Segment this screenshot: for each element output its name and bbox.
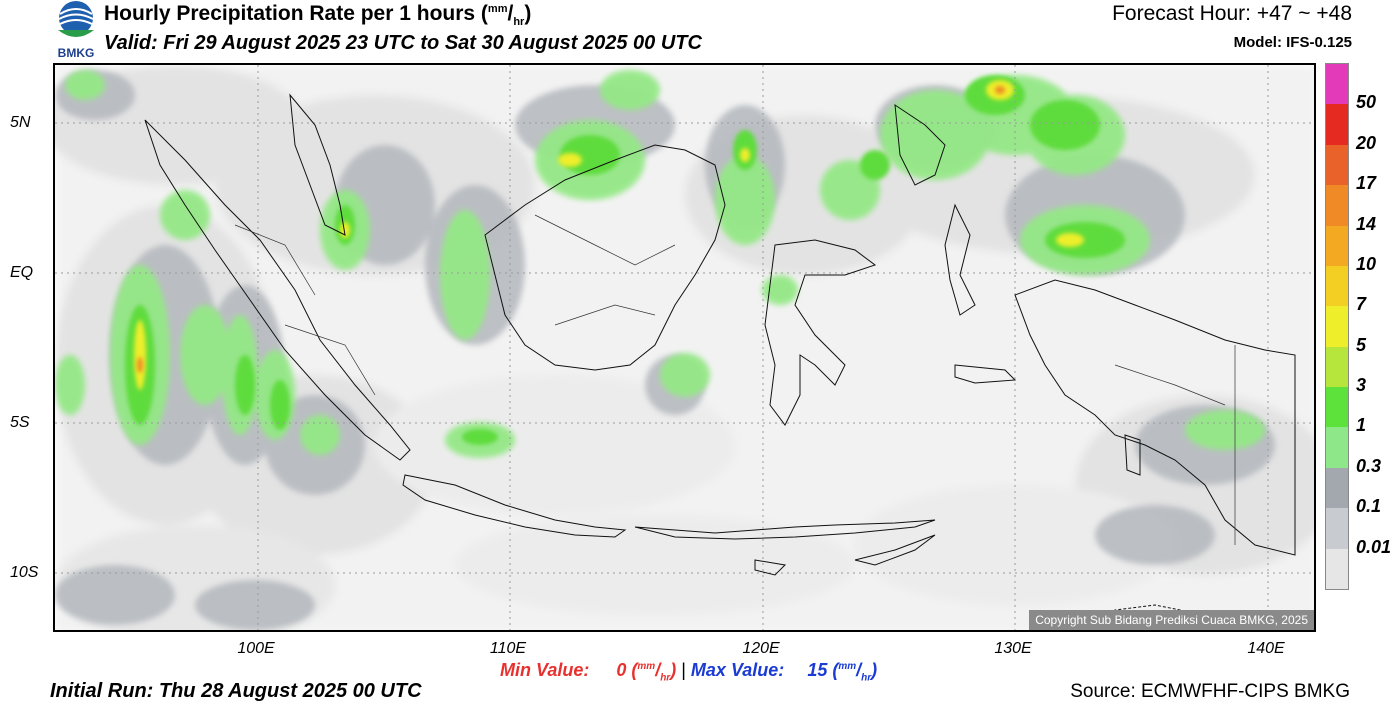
mindanao-coast [894, 103, 946, 186]
max-value: 15 [807, 660, 828, 680]
logo-text: BMKG [57, 46, 95, 60]
colorbar-segment [1326, 185, 1348, 227]
colorbar-segment [1326, 346, 1348, 388]
colorbar-segment [1326, 427, 1348, 469]
seram-coast [954, 364, 1017, 384]
colorbar-segment [1326, 104, 1348, 146]
forecast-hour: Forecast Hour: +47 ~ +48 [1112, 2, 1352, 25]
precipitation-map [53, 63, 1316, 632]
colorbar-segment [1326, 225, 1348, 267]
borneo-coast [484, 144, 726, 371]
colorbar-label: 0.3 [1356, 455, 1382, 476]
timor-coast [854, 534, 936, 566]
title-unit-num: mm [487, 3, 508, 15]
copyright-notice: Copyright Sub Bidang Prediksi Cuaca BMKG… [1029, 610, 1314, 630]
min-unit-den: hr [660, 672, 671, 684]
min-max-values: Min Value: 0 (mm/hr) | Max Value: 15 (mm… [500, 660, 878, 684]
title-unit-den: hr [513, 16, 525, 29]
orange-precip-layer [137, 86, 1005, 373]
lat-label-5s: 5S [10, 414, 30, 431]
colorbar-label: 14 [1356, 213, 1377, 234]
yellow-precip-layer [134, 80, 1084, 390]
colorbar-label: 3 [1356, 375, 1367, 396]
green-precip-layer [125, 75, 1125, 445]
province-borders [234, 214, 1236, 545]
colorbar-label: 5 [1356, 334, 1367, 355]
colorbar-segment [1326, 508, 1348, 550]
colorbar-label: 0.01 [1356, 536, 1392, 557]
java-coast [402, 474, 627, 538]
colorbar-segment [1326, 548, 1348, 590]
model-label: Model: IFS-0.125 [1233, 34, 1352, 51]
max-label: Max Value: [690, 660, 785, 680]
title-text: Hourly Precipitation Rate per 1 hours [104, 2, 476, 25]
colorbar-label: 50 [1356, 92, 1377, 113]
colorbar-label: 7 [1356, 294, 1367, 315]
lat-label-eq: EQ [10, 264, 34, 281]
bmkg-logo-icon [58, 1, 94, 37]
grid-lines [55, 65, 1314, 630]
separator: | [681, 660, 686, 680]
colorbar-label: 17 [1356, 173, 1377, 194]
lon-label-130e: 130E [994, 640, 1032, 657]
colorbar-segment [1326, 306, 1348, 348]
colorbar-segment [1326, 64, 1348, 105]
min-value: 0 [616, 660, 627, 680]
colorbar-segment [1326, 144, 1348, 186]
sumba-coast [754, 559, 787, 576]
malay-coast [289, 93, 346, 236]
sulawesi-coast [764, 239, 877, 426]
lon-label-110e: 110E [489, 640, 527, 657]
colorbar-label: 20 [1356, 132, 1377, 153]
data-source: Source: ECMWFHF-CIPS BMKG [1070, 681, 1350, 702]
colorbar-label: 10 [1356, 253, 1377, 274]
min-label: Min Value: [500, 660, 590, 680]
map-canvas [55, 65, 1314, 630]
max-unit-num: mm [838, 661, 857, 672]
colorbar-label: 1 [1356, 415, 1367, 436]
halmahera-coast [944, 203, 976, 316]
valid-period: Valid: Fri 29 August 2025 23 UTC to Sat … [104, 32, 702, 54]
sumatra-coast [144, 119, 411, 461]
lat-label-10s: 10S [10, 564, 39, 581]
coastlines [144, 93, 1296, 630]
max-unit-den: hr [861, 672, 872, 684]
colorbar-segment [1326, 265, 1348, 307]
papua-coast [1014, 279, 1296, 556]
colorbar [1325, 63, 1349, 590]
lon-label-100e: 100E [237, 640, 275, 657]
nusa-tenggara-coast [634, 519, 936, 540]
colorbar-segment [1326, 467, 1348, 509]
lon-label-140e: 140E [1247, 640, 1285, 657]
initial-run: Initial Run: Thu 28 August 2025 00 UTC [50, 680, 422, 702]
colorbar-segment [1326, 387, 1348, 428]
min-unit-num: mm [637, 661, 656, 672]
lon-label-120e: 120E [742, 640, 780, 657]
lat-label-5n: 5N [10, 114, 31, 131]
colorbar-label: 0.1 [1356, 496, 1382, 517]
chart-title: Hourly Precipitation Rate per 1 hours (m… [104, 2, 532, 29]
aru-coast [1124, 434, 1141, 476]
